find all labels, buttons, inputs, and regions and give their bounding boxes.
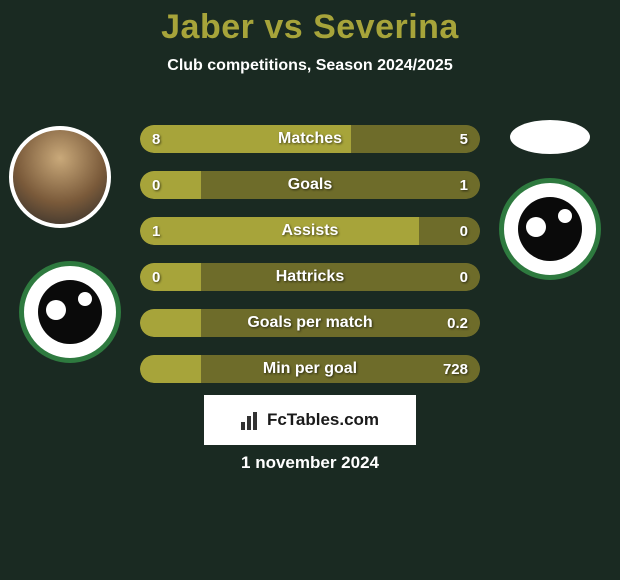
brand-box: FcTables.com	[204, 395, 416, 445]
player-right-club-badge	[499, 178, 601, 280]
player-left-club-badge	[19, 261, 121, 363]
comparison-subtitle: Club competitions, Season 2024/2025	[0, 57, 620, 75]
player-left-avatar	[9, 126, 111, 228]
player-right-avatar	[510, 120, 590, 154]
stat-label: Min per goal	[140, 355, 480, 383]
stat-label: Assists	[140, 217, 480, 245]
comparison-title: Jaber vs Severina	[0, 8, 620, 47]
stat-label: Goals per match	[140, 309, 480, 337]
stat-label: Matches	[140, 125, 480, 153]
bar-chart-icon	[241, 410, 261, 430]
brand-text: FcTables.com	[267, 410, 379, 430]
stat-row: 00Hattricks	[140, 263, 480, 291]
stat-row: 85Matches	[140, 125, 480, 153]
club-badge-icon	[518, 197, 582, 261]
stat-row: 0.2Goals per match	[140, 309, 480, 337]
stat-label: Goals	[140, 171, 480, 199]
snapshot-date: 1 november 2024	[0, 453, 620, 473]
stat-row: 728Min per goal	[140, 355, 480, 383]
stat-row: 01Goals	[140, 171, 480, 199]
comparison-bars: 85Matches 01Goals 10Assists 00Hattricks 0.2G…	[140, 125, 480, 401]
club-badge-icon	[38, 280, 102, 344]
stat-row: 10Assists	[140, 217, 480, 245]
stat-label: Hattricks	[140, 263, 480, 291]
